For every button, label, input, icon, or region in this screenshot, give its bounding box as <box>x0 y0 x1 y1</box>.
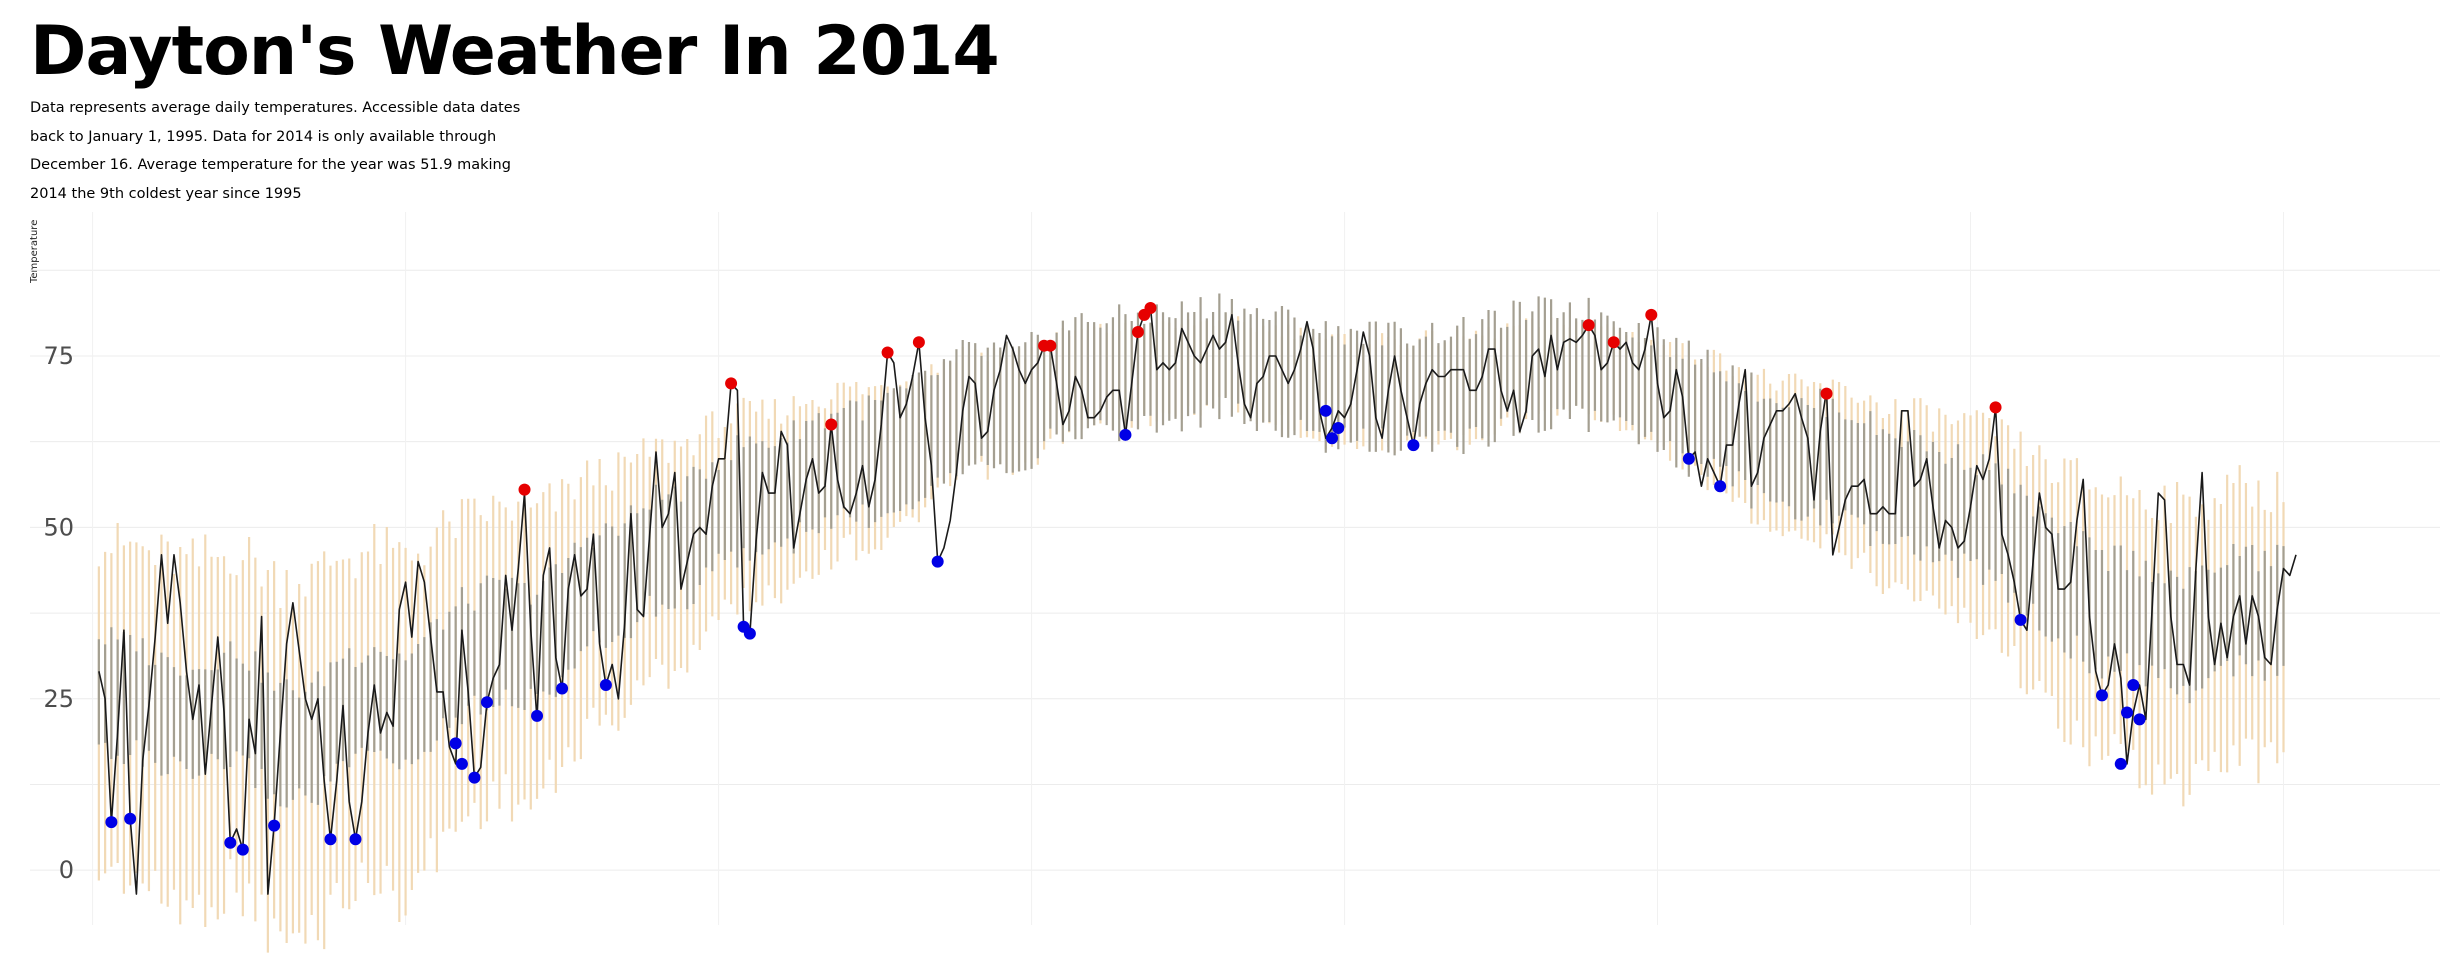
record-high-dot <box>1131 325 1144 338</box>
record-low-dot <box>268 819 281 832</box>
record-low-dot <box>236 843 249 856</box>
normal-range-bars <box>97 293 2285 808</box>
record-low-dot <box>2014 613 2027 626</box>
record-low-dot <box>743 627 756 640</box>
y-tick-label: 50 <box>43 513 74 541</box>
record-low-dot <box>349 833 362 846</box>
record-low-dot <box>531 709 544 722</box>
chart-subtitle: Data represents average daily temperatur… <box>30 100 521 202</box>
y-tick-label: 25 <box>43 685 74 713</box>
record-low-dot <box>124 812 137 825</box>
record-low-dot <box>1332 421 1345 434</box>
record-low-dot <box>224 836 237 849</box>
y-axis-label: Temperature <box>29 220 40 284</box>
record-low-dot <box>599 679 612 692</box>
record-high-dot <box>1820 387 1833 400</box>
record-high-dot <box>825 418 838 431</box>
record-low-dot <box>1714 480 1727 493</box>
record-low-dot <box>455 757 468 770</box>
record-high-dot <box>1582 319 1595 332</box>
record-low-dot <box>931 555 944 568</box>
record-low-dot <box>1326 432 1339 445</box>
record-high-dot <box>881 346 894 359</box>
record-low-dot <box>556 682 569 695</box>
record-low-dot <box>1119 428 1132 441</box>
record-low-dot <box>2121 706 2134 719</box>
record-low-dot <box>105 816 118 829</box>
record-low-dot <box>480 696 493 709</box>
record-high-dot <box>1607 336 1620 349</box>
record-high-dot <box>1645 308 1658 321</box>
record-low-dot <box>1682 452 1695 465</box>
present-line-layer <box>98 307 2297 895</box>
record-dots <box>105 301 2146 856</box>
record-high-dot <box>912 336 925 349</box>
record-low-dot <box>2127 679 2140 692</box>
record-high-dot <box>1144 301 1157 314</box>
record-low-dot <box>449 737 462 750</box>
record-high-dot <box>518 483 531 496</box>
y-tick-label: 75 <box>43 342 74 370</box>
record-high-dot <box>1989 401 2002 414</box>
y-tick-labels: 0 25 50 75 <box>43 342 74 884</box>
record-low-dot <box>468 771 481 784</box>
historical-range-bars <box>97 312 2285 953</box>
record-high-dot <box>725 377 738 390</box>
record-low-dot <box>2114 757 2127 770</box>
record-low-dot <box>324 833 337 846</box>
record-high-dot <box>1044 339 1057 352</box>
record-low-dot <box>2095 689 2108 702</box>
record-low-dot <box>1319 404 1332 417</box>
y-tick-label: 0 <box>59 856 74 884</box>
chart-title: Dayton's Weather In 2014 <box>30 12 1000 91</box>
present-year-line <box>98 307 2297 895</box>
record-low-dot <box>1407 439 1420 452</box>
record-low-dot <box>2133 713 2146 726</box>
grid-layer <box>30 212 2440 925</box>
